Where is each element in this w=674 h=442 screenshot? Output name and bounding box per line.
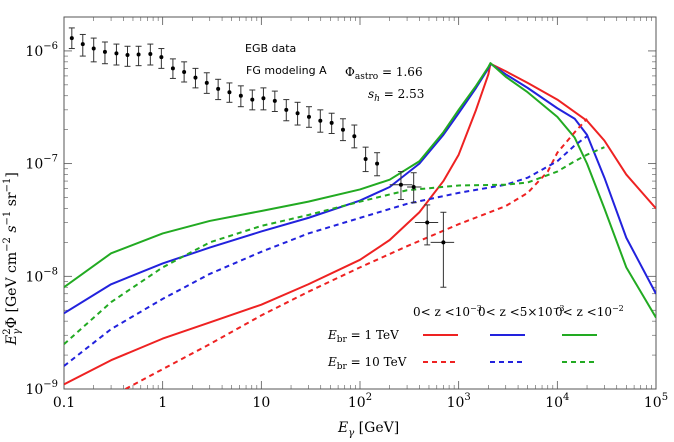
series-dashed-4	[64, 135, 588, 367]
egb-point	[182, 70, 187, 75]
axis-ticks: 0.1 1 10 102 103 104 105 10−9 10−8 10−7 10−6	[25, 16, 668, 411]
egb-point	[318, 118, 323, 123]
x-tick-label: 10	[252, 395, 270, 411]
egb-point	[125, 53, 130, 58]
x-tick-label: 105	[644, 392, 668, 411]
legend-row-1tev: Ebr = 1 TeV	[327, 328, 399, 345]
legend: 0< z <10−3 0< z <5×10−3 0< z <10−2 Ebr =…	[327, 304, 624, 372]
egb-point	[340, 127, 345, 132]
egb-point	[102, 49, 107, 54]
egb-data-points	[68, 27, 455, 288]
egb-point	[148, 51, 153, 56]
egb-point	[363, 156, 368, 161]
model-curves	[64, 62, 656, 389]
egb-point	[329, 120, 334, 125]
legend-col-red: 0< z <10−3	[413, 304, 482, 319]
x-tick-label: 104	[545, 392, 569, 411]
y-tick-label: 10−7	[25, 154, 58, 173]
series-dashed-5	[64, 146, 605, 345]
legend-col-blue: 0< z <5×10−3	[478, 304, 564, 319]
series-dashed-3	[125, 118, 588, 389]
egb-point	[193, 75, 198, 80]
egb-point	[91, 46, 96, 51]
legend-row-10tev: Ebr = 10 TeV	[327, 355, 407, 372]
egb-point	[375, 161, 380, 166]
egb-point	[159, 55, 164, 60]
egb-point	[441, 240, 446, 245]
egb-point	[284, 107, 289, 112]
series-solid-2	[64, 62, 656, 319]
y-tick-label: 10−9	[25, 379, 58, 398]
egb-point	[80, 42, 85, 47]
egb-point	[216, 86, 221, 91]
annotation-fg: FG modeling A	[246, 64, 327, 77]
annotation-phi: Φastro = 1.66	[345, 65, 423, 82]
egb-point	[272, 98, 277, 103]
y-tick-label: 10−8	[25, 266, 58, 285]
series-solid-0	[64, 62, 656, 386]
egb-point	[136, 52, 141, 57]
y-tick-label: 10−6	[25, 41, 58, 60]
annotation-egb: EGB data	[245, 42, 296, 55]
egb-point	[204, 80, 209, 85]
annotation-sh: sh = 2.53	[368, 87, 424, 104]
legend-col-green: 0< z <10−2	[555, 304, 624, 319]
egb-point	[398, 182, 403, 187]
egb-point	[69, 36, 74, 41]
x-tick-label: 0.1	[53, 395, 75, 411]
egb-point	[261, 96, 266, 101]
x-tick-label: 1	[158, 395, 167, 411]
egb-point	[238, 93, 243, 98]
egb-point	[306, 114, 311, 119]
egb-point	[425, 220, 430, 225]
egb-point	[352, 134, 357, 139]
egb-point	[295, 111, 300, 116]
egb-point	[170, 66, 175, 71]
egb-point	[227, 90, 232, 95]
x-axis-label: Eγ [GeV]	[337, 420, 399, 439]
x-tick-label: 102	[348, 392, 372, 411]
x-tick-label: 103	[447, 392, 471, 411]
egb-point	[411, 185, 416, 190]
egb-point	[114, 51, 119, 56]
y-axis-label: Eγ2Φ [GeV cm−2 s−1 sr−1]	[2, 172, 23, 346]
egb-point	[250, 97, 255, 102]
